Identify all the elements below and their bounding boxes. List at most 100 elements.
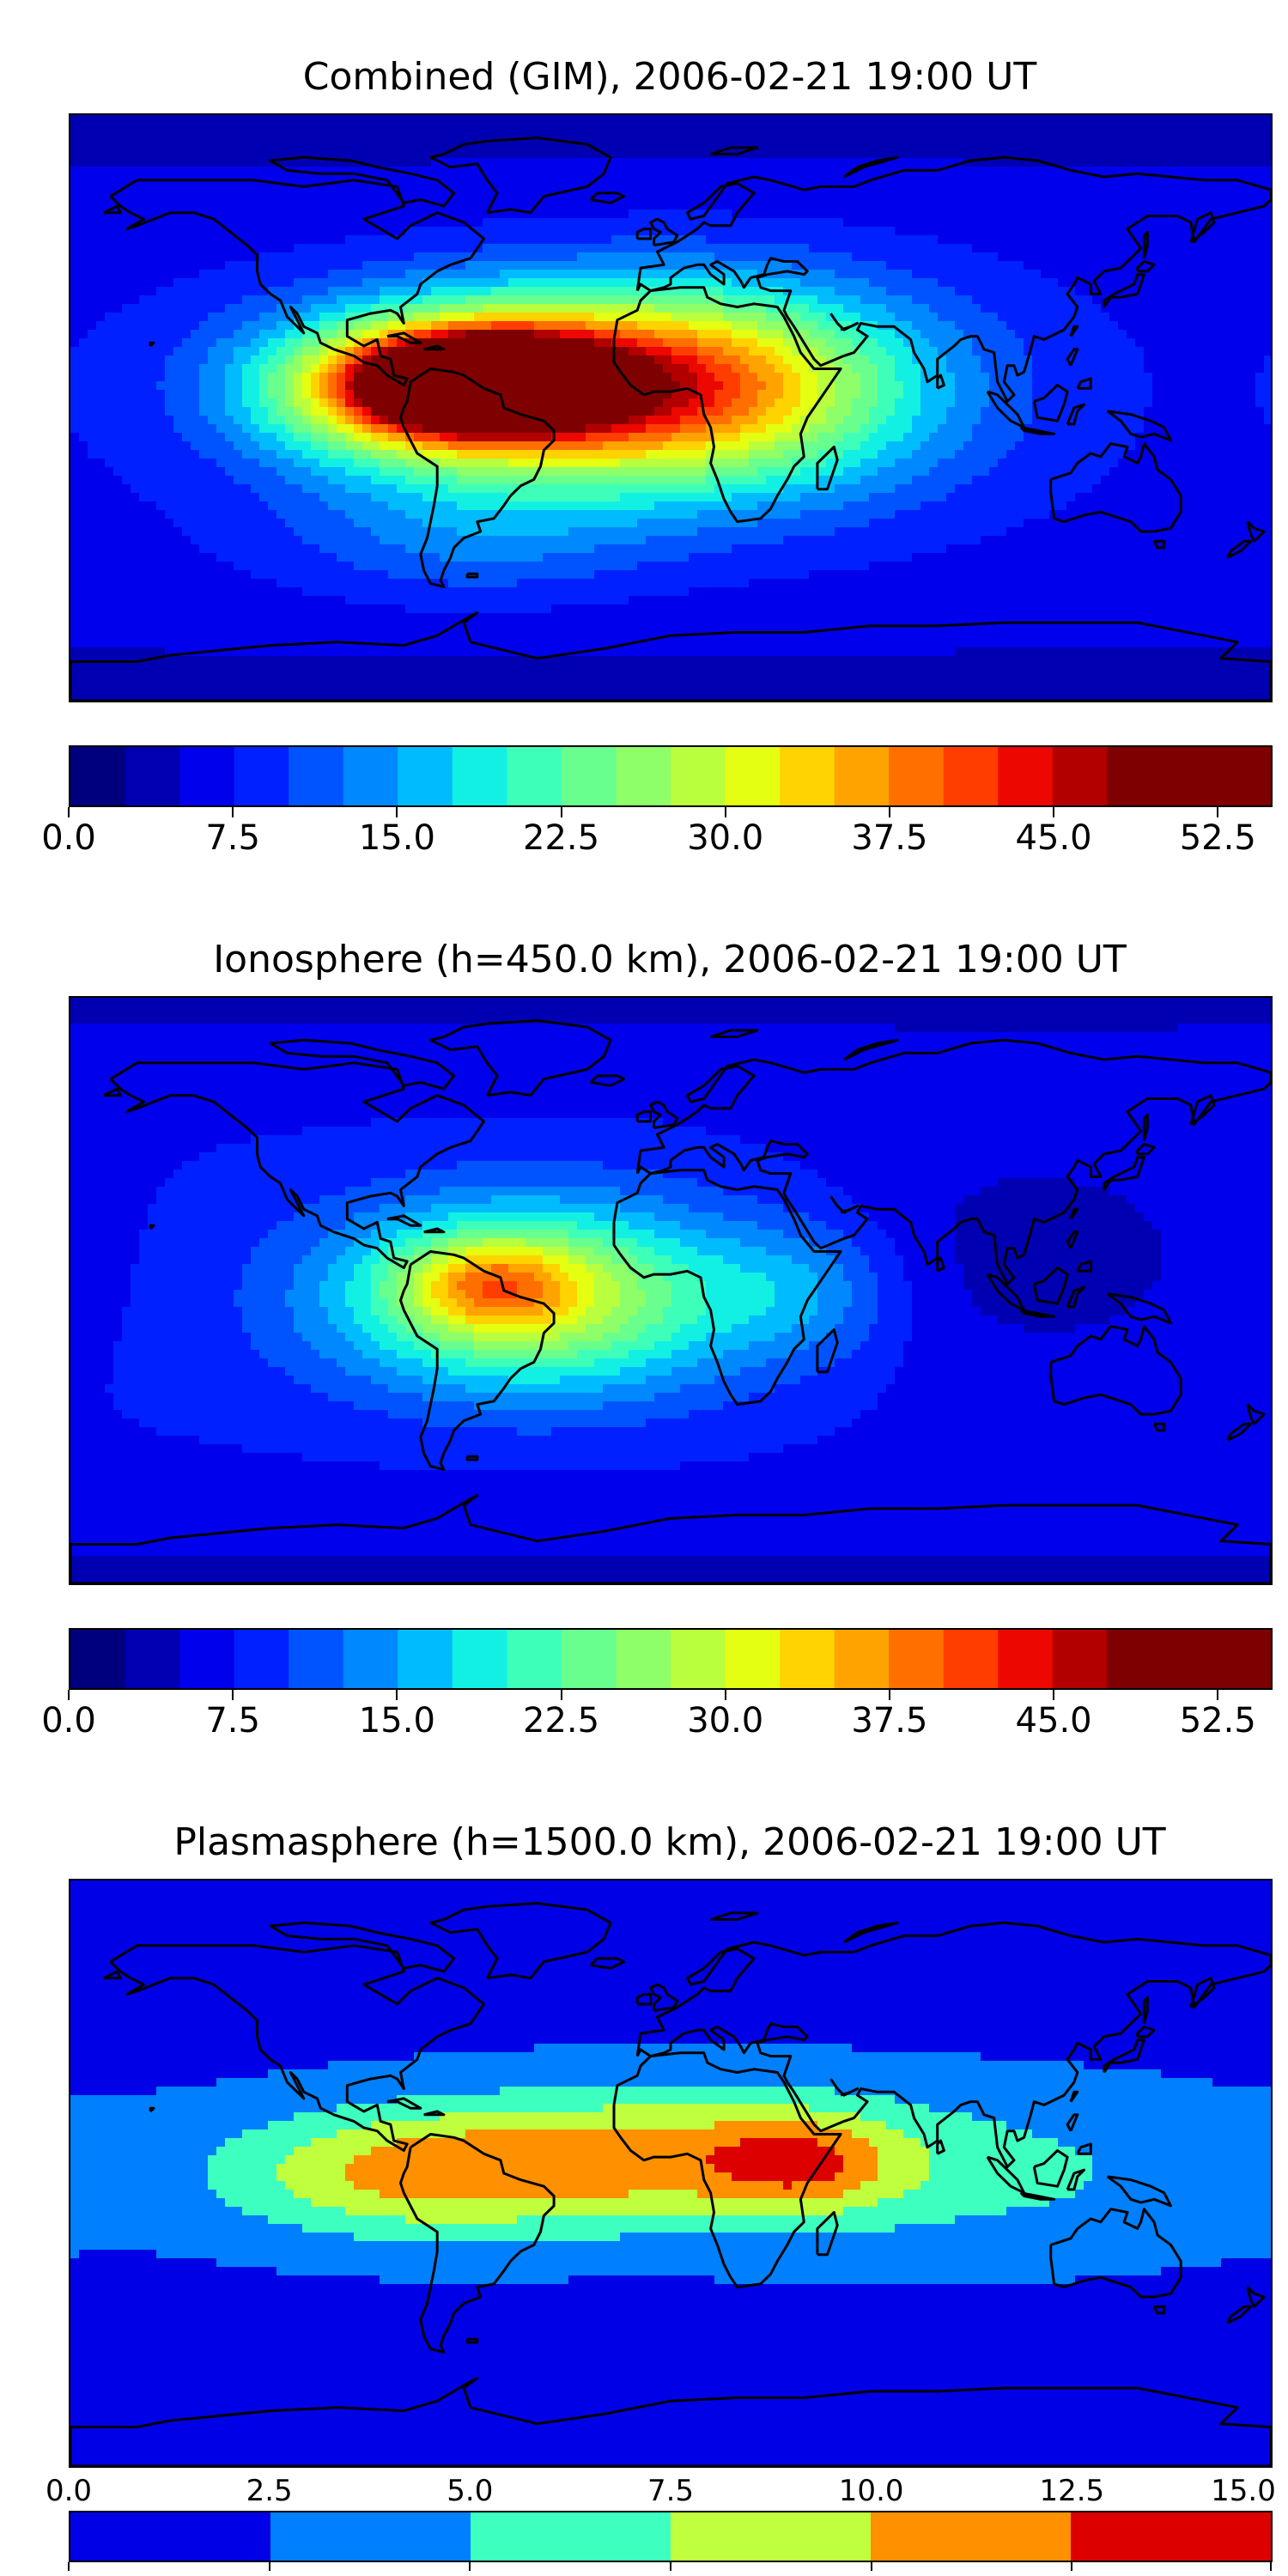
coastline-hudson-islands xyxy=(269,1038,456,1091)
field-cells xyxy=(70,998,1271,1583)
colorbar-tick-label: 30.0 xyxy=(687,1702,763,1740)
coastline-iceland xyxy=(589,1957,626,1970)
coastline-north-america xyxy=(109,179,485,386)
coastline-japan xyxy=(1103,2038,1145,2074)
panel-title-ionosphere: Ionosphere (h=450.0 km), 2006-02-21 19:0… xyxy=(69,938,1271,982)
colorbar-tick xyxy=(724,1690,726,1700)
colorbar-tick-label: 45.0 xyxy=(1016,1702,1092,1740)
colorbar-swatch xyxy=(561,747,617,805)
colorbar-tick xyxy=(560,1690,562,1700)
coastline-eurasia xyxy=(635,155,1271,403)
coastline-mindanao xyxy=(1076,2142,1092,2155)
colorbar-ticks-combined: 0.0 7.5 15.0 22.5 30.0 37.5 45.0 52.5 xyxy=(0,807,1288,876)
field-cells xyxy=(70,115,1271,701)
coastline-africa xyxy=(612,1169,842,1406)
coastline-south-america xyxy=(399,1250,556,1471)
colorbar-swatch xyxy=(1052,747,1108,805)
coastline-java xyxy=(1019,426,1056,435)
coastline-mindanao xyxy=(1076,1260,1092,1273)
colorbar-tick-label: 37.5 xyxy=(851,1702,927,1740)
colorbar-swatch xyxy=(1071,2512,1271,2561)
colorbar-swatch xyxy=(452,1630,507,1688)
colorbar-tick-label: 15.0 xyxy=(359,819,435,857)
colorbar-swatch xyxy=(943,747,999,805)
coastline-hudson-islands xyxy=(269,1921,456,1973)
coastline-eurasia xyxy=(635,1038,1271,1285)
coastline-australia xyxy=(1049,442,1182,533)
colorbar-tick xyxy=(232,1690,234,1700)
colorbar-swatch xyxy=(871,2512,1072,2561)
coastline-sulawesi xyxy=(1066,403,1085,426)
coastline-new-guinea xyxy=(1106,1292,1172,1325)
colorbar-tick-label: 5.0 xyxy=(447,2475,493,2507)
colorbar-ticks-plasmasphere xyxy=(0,2562,1288,2576)
colorbar-tick xyxy=(1053,807,1055,817)
coastline-kamchatka xyxy=(1189,1094,1216,1127)
colorbar-swatch xyxy=(1161,1630,1218,1688)
coastline-antarctica xyxy=(70,2377,1271,2466)
coastline-hispaniola xyxy=(423,1227,446,1234)
coastline-japan xyxy=(1103,273,1145,308)
coastline-hokkaido xyxy=(1136,1143,1156,1156)
colorbar-tick-label: 37.5 xyxy=(851,819,927,857)
colorbar-swatch xyxy=(507,1630,562,1688)
colorbar-swatch xyxy=(1161,747,1218,805)
coastline-sri-lanka xyxy=(936,1256,945,1273)
coastline-borneo xyxy=(1032,384,1069,422)
map-plasmasphere xyxy=(69,1879,1273,2468)
coastline-new-zealand-s xyxy=(1226,539,1253,559)
coastline-madagascar xyxy=(816,446,839,491)
coastline-mindanao xyxy=(1076,377,1092,390)
colorbar-swatch xyxy=(270,2512,471,2561)
colorbar-swatch xyxy=(234,747,289,805)
colorbar-tick-label: 2.5 xyxy=(246,2475,293,2507)
colorbar-tick xyxy=(670,2562,671,2571)
colorbar-swatch xyxy=(398,747,453,805)
coastline-arabia-gulf xyxy=(829,1195,859,1214)
colorbar-tick xyxy=(396,807,398,817)
colorbar-swatch xyxy=(671,2512,872,2561)
colorbar-swatch xyxy=(616,1630,671,1688)
coastline-kamchatka xyxy=(1189,211,1216,244)
colorbar-swatch xyxy=(671,1630,726,1688)
colorbar-tick xyxy=(1053,1690,1055,1700)
coastline-taiwan xyxy=(1069,325,1079,337)
colorbar-tick xyxy=(724,807,726,817)
colorbar-tick xyxy=(396,1690,398,1700)
coastline-kamchatka xyxy=(1189,1977,1216,2009)
colorbar-tick-label: 45.0 xyxy=(1016,819,1092,857)
coastline-philippines xyxy=(1066,2113,1079,2132)
coastline-tasmania xyxy=(1152,539,1166,550)
coastline-new-zealand-n xyxy=(1246,520,1266,543)
colorbar-tick-label: 7.5 xyxy=(647,2475,694,2507)
colorbar-tick xyxy=(68,2562,70,2571)
coastline-hispaniola xyxy=(423,2110,446,2117)
colorbar-swatch xyxy=(671,747,726,805)
colorbar-tick xyxy=(1270,2562,1272,2571)
colorbar-swatch xyxy=(125,747,180,805)
coastline-africa xyxy=(612,286,842,524)
map-ionosphere xyxy=(69,996,1273,1585)
colorbar-swatch xyxy=(889,1630,945,1688)
coastline-novaya-zemlya xyxy=(843,155,899,179)
coastline-eurasia xyxy=(635,1921,1271,2168)
coastline-cuba xyxy=(386,331,422,344)
coastline-svalbard xyxy=(710,1911,759,1921)
colorbar-swatch xyxy=(179,1630,235,1688)
coastline-alaska-islands xyxy=(103,1087,122,1097)
coastline-greenland xyxy=(428,137,612,215)
coastline-novaya-zemlya xyxy=(843,1921,899,1944)
coastline-new-zealand-s xyxy=(1226,2305,1253,2324)
coastline-greenland xyxy=(428,1902,612,1980)
panel-title-plasmasphere: Plasmasphere (h=1500.0 km), 2006-02-21 1… xyxy=(69,1820,1271,1865)
coastlines xyxy=(70,1019,1271,1583)
colorbar-swatch xyxy=(616,747,671,805)
colorbar-swatch xyxy=(780,1630,835,1688)
colorbar-tick-label: 0.0 xyxy=(46,2475,92,2507)
coastline-britain xyxy=(649,217,679,247)
coastline-britain xyxy=(649,1983,679,2013)
colorbar-swatch xyxy=(998,747,1054,805)
colorbar-tick-label: 22.5 xyxy=(523,1702,599,1740)
colorbar-tick-label: 7.5 xyxy=(205,819,260,857)
colorbar-swatch xyxy=(398,1630,453,1688)
